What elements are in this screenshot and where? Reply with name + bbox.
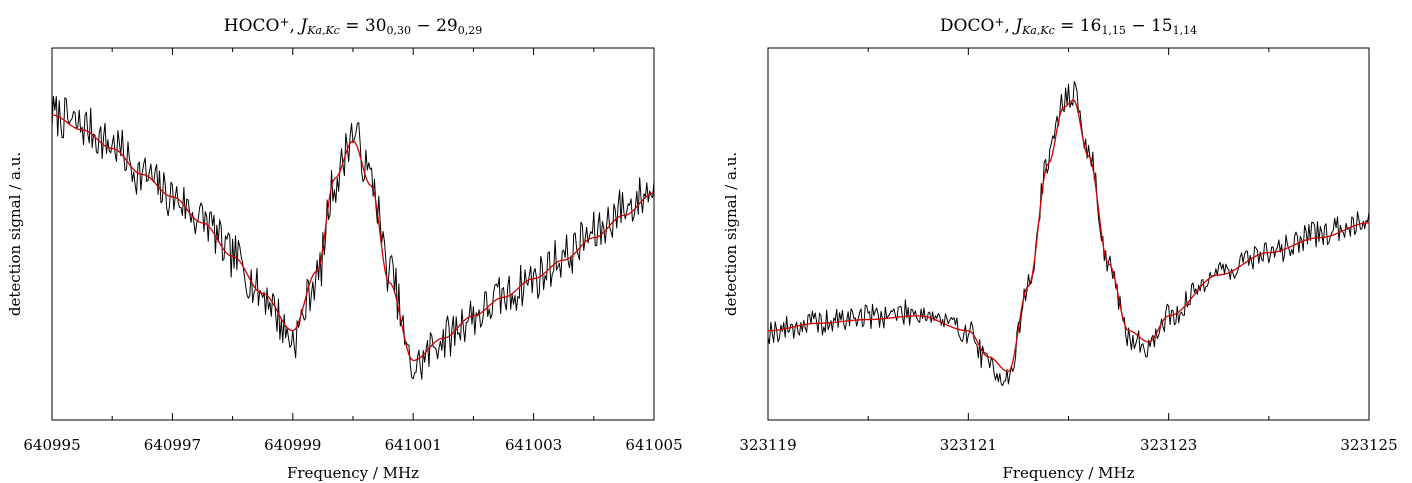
x-tick-label-hoco: 641005 xyxy=(625,436,682,454)
chart-title-hoco: HOCO+, JKa,Kc = 300,30 − 290,29 xyxy=(224,15,482,37)
chart-doco: DOCO+, JKa,Kc = 161,15 − 151,14 323119 323… xyxy=(722,15,1398,482)
x-axis-label-doco: Frequency / MHz xyxy=(1002,464,1134,482)
measured-line-doco xyxy=(767,80,1370,387)
chart-panel-doco: DOCO+, JKa,Kc = 161,15 − 151,14 323119 323… xyxy=(706,0,1412,483)
measured-line-hoco xyxy=(51,95,655,380)
y-axis-label-hoco: detection signal / a.u. xyxy=(6,152,24,316)
x-tick-label-doco: 323121 xyxy=(940,436,997,454)
x-tick-label-hoco: 641003 xyxy=(505,436,562,454)
x-tick-label-doco: 323125 xyxy=(1340,436,1397,454)
fit-line-doco xyxy=(767,99,1370,373)
chart-hoco: HOCO+, JKa,Kc = 300,30 − 290,29 640995 640… xyxy=(6,15,683,482)
x-tick-label-hoco: 640997 xyxy=(144,436,201,454)
plot-frame-hoco xyxy=(51,47,655,421)
chart-panel-hoco: HOCO+, JKa,Kc = 300,30 − 290,29 640995 640… xyxy=(6,15,683,482)
x-tick-label-doco: 323119 xyxy=(739,436,796,454)
x-tick-label-doco: 323123 xyxy=(1140,436,1197,454)
x-axis-label-hoco: Frequency / MHz xyxy=(287,464,419,482)
x-tick-label-hoco: 640999 xyxy=(264,436,321,454)
fit-line-hoco xyxy=(51,114,655,362)
y-axis-label-doco: detection signal / a.u. xyxy=(722,152,740,316)
x-tick-label-hoco: 640995 xyxy=(23,436,80,454)
chart-title-doco: DOCO+, JKa,Kc = 161,15 − 151,14 xyxy=(940,15,1197,37)
x-tick-label-hoco: 641001 xyxy=(385,436,442,454)
